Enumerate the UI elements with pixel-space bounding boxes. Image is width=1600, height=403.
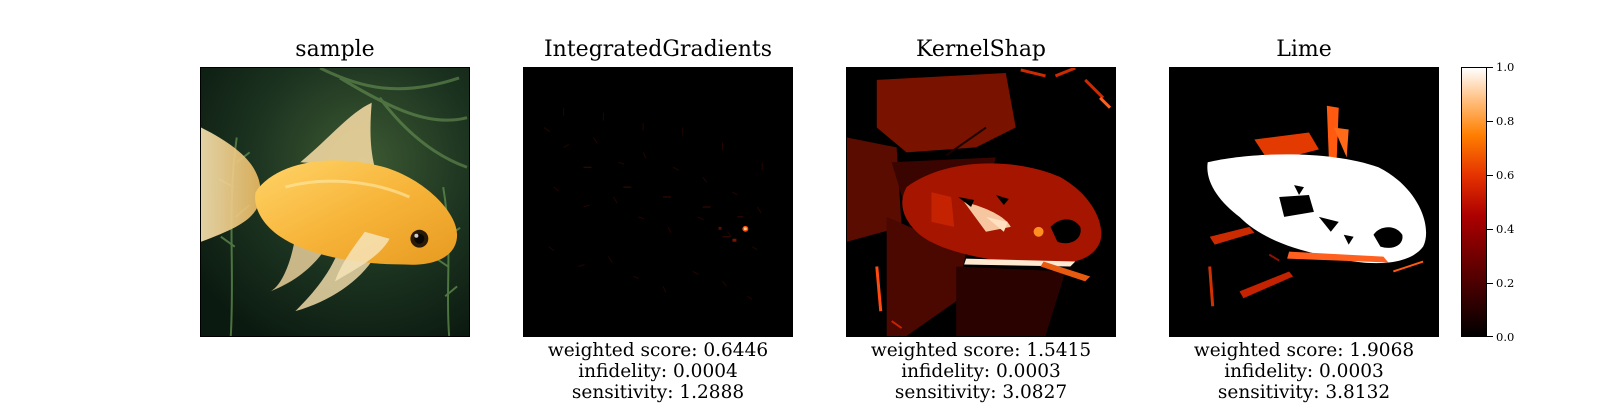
heatmap-kernelshap <box>846 67 1116 337</box>
panel-title: IntegratedGradients <box>543 37 773 62</box>
lime-attribution-map <box>1170 68 1438 336</box>
metric-infidelity: infidelity: 0.0003 <box>901 361 1061 382</box>
metric-weighted-score: weighted score: 1.5415 <box>870 340 1092 361</box>
heatmap-integrated-gradients <box>523 67 793 337</box>
colorbar-tick-label: 0.8 <box>1496 114 1515 128</box>
colorbar-tick <box>1487 229 1493 230</box>
colorbar-tick <box>1487 336 1493 337</box>
colorbar-tick-label: 0.6 <box>1496 168 1515 182</box>
colorbar-tick <box>1487 67 1493 68</box>
panel-title: sample <box>295 37 375 62</box>
metrics-block: weighted score: 1.5415 infidelity: 0.000… <box>816 340 1146 403</box>
panel-kernelshap: KernelShap weighted score: 1.5 <box>846 0 1116 403</box>
colorbar-tick-label: 1.0 <box>1496 60 1515 74</box>
metric-sensitivity: sensitivity: 3.0827 <box>894 382 1068 403</box>
colorbar-tick <box>1487 283 1493 284</box>
metric-sensitivity: sensitivity: 3.8132 <box>1217 382 1391 403</box>
metric-weighted-score: weighted score: 0.6446 <box>547 340 769 361</box>
panel-integrated-gradients: IntegratedGradients weighted score: 0.64… <box>523 0 793 403</box>
kernelshap-attribution-map <box>847 68 1115 336</box>
goldfish-photo <box>201 68 469 336</box>
panel-title: KernelShap <box>915 37 1047 62</box>
colorbar-tick <box>1487 121 1493 122</box>
metric-sensitivity: sensitivity: 1.2888 <box>571 382 745 403</box>
colorbar-gradient <box>1462 68 1486 336</box>
metric-weighted-score: weighted score: 1.9068 <box>1193 340 1415 361</box>
sample-image <box>200 67 470 337</box>
metrics-block: weighted score: 0.6446 infidelity: 0.000… <box>493 340 823 403</box>
colorbar-tick-label: 0.0 <box>1496 330 1515 344</box>
metrics-block: weighted score: 1.9068 infidelity: 0.000… <box>1139 340 1469 403</box>
panel-sample: sample <box>200 0 470 400</box>
heatmap-lime <box>1169 67 1439 337</box>
panel-lime: Lime weighted score: 1.9068 infidelity: … <box>1169 0 1439 403</box>
ig-attribution-map <box>524 68 792 336</box>
metric-infidelity: infidelity: 0.0004 <box>578 361 738 382</box>
colorbar-tick <box>1487 175 1493 176</box>
colorbar-tick-label: 0.2 <box>1496 276 1515 290</box>
metric-infidelity: infidelity: 0.0003 <box>1224 361 1384 382</box>
colorbar-tick-label: 0.4 <box>1496 222 1515 236</box>
colorbar <box>1461 67 1487 337</box>
panel-title: Lime <box>1276 37 1332 62</box>
